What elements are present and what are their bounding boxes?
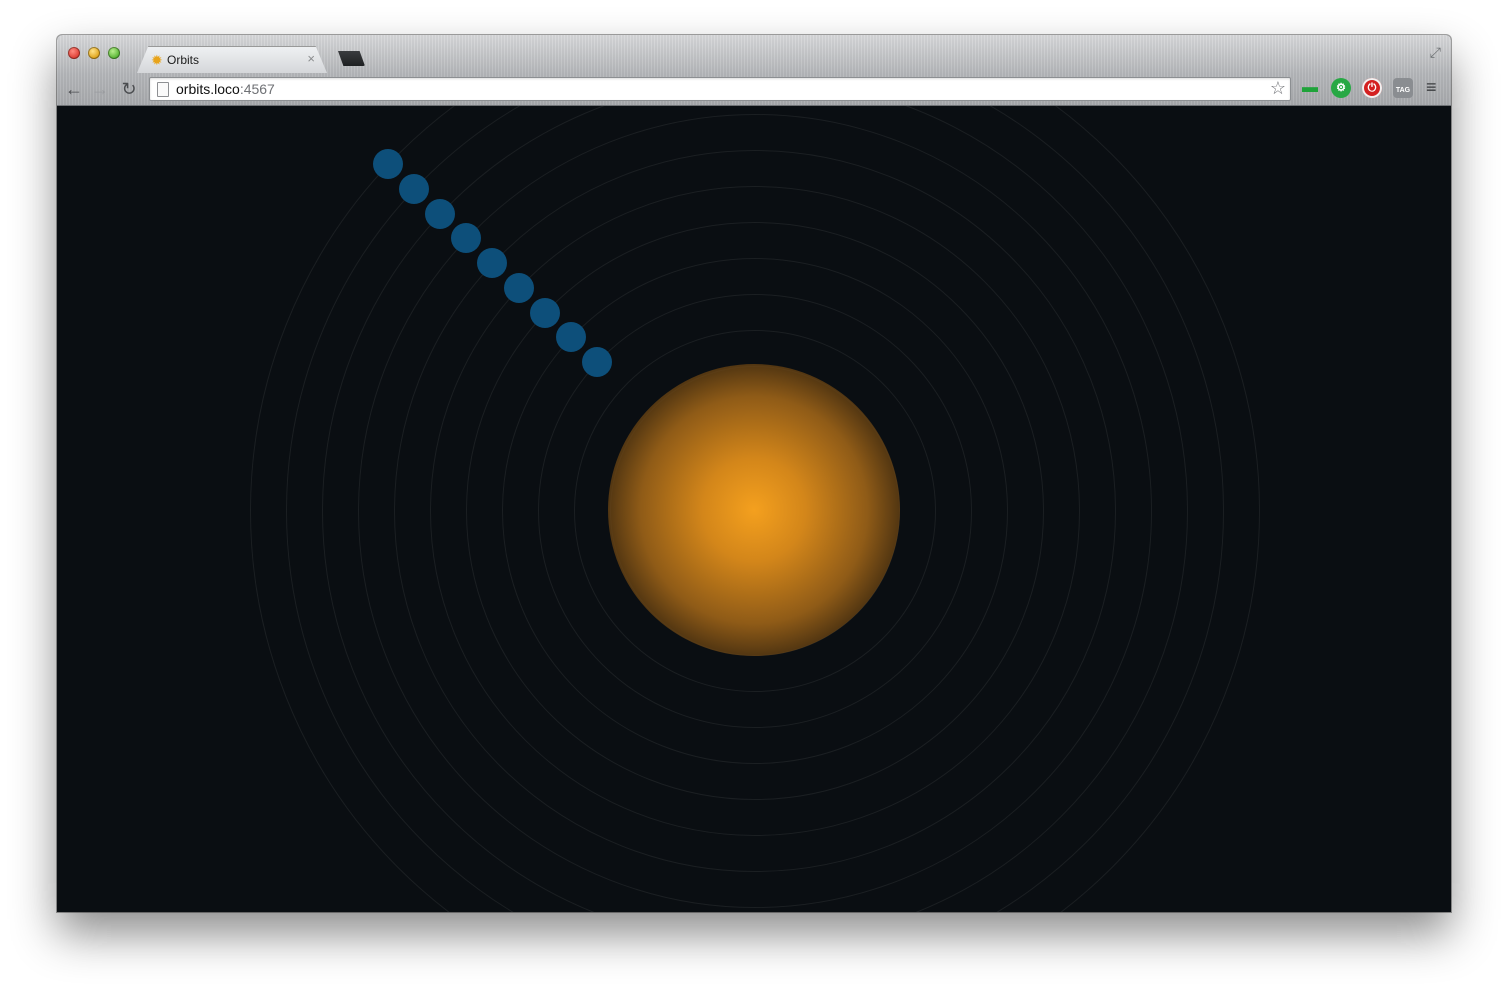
planet — [477, 248, 508, 278]
orbit-ring — [358, 114, 1152, 908]
planet — [425, 198, 456, 229]
planet — [529, 297, 560, 328]
tab-title: Orbits — [167, 53, 200, 67]
orbit-ring — [574, 330, 936, 692]
orbit-ring — [394, 150, 1116, 872]
bookmark-star-icon[interactable]: ☆ — [1269, 78, 1286, 98]
orbit-ring — [502, 258, 1008, 764]
tab-orbits[interactable]: ✹ Orbits × — [137, 46, 327, 73]
planet — [373, 149, 403, 179]
new-tab-button[interactable] — [338, 51, 365, 66]
orbit-ring — [430, 186, 1080, 836]
browser-chrome: ✹ Orbits × ⤢ ← → ↻ orbits.loco:4567 ☆ ▬ … — [57, 35, 1451, 106]
zoom-window-button[interactable] — [108, 47, 120, 59]
planet — [399, 173, 430, 204]
menu-icon[interactable]: ≡ — [1426, 77, 1437, 97]
orbit-ring — [466, 222, 1044, 800]
browser-window: ✹ Orbits × ⤢ ← → ↻ orbits.loco:4567 ☆ ▬ … — [57, 35, 1451, 912]
planet — [451, 223, 482, 254]
page-icon — [157, 82, 169, 97]
reload-icon[interactable]: ↻ — [121, 79, 137, 99]
url-text: orbits.loco:4567 — [176, 81, 275, 97]
close-tab-icon[interactable]: × — [307, 51, 315, 66]
orbit-ring — [322, 106, 1188, 912]
red-power-extension-icon[interactable]: ⏻ — [1362, 78, 1382, 98]
tag-extension-icon[interactable]: TAG — [1393, 78, 1413, 98]
planet — [581, 347, 612, 377]
green-bug-extension-icon[interactable]: ▬ — [1302, 79, 1318, 96]
orbits-canvas — [57, 106, 1451, 912]
url-host: orbits.loco — [176, 81, 240, 97]
sun-favicon-icon: ✹ — [151, 52, 163, 68]
back-arrow-icon[interactable]: ← — [65, 79, 83, 99]
planet — [555, 322, 586, 353]
orbit-ring — [250, 106, 1260, 912]
address-bar[interactable]: orbits.loco:4567 ☆ — [149, 77, 1291, 101]
close-window-button[interactable] — [68, 47, 80, 59]
forward-arrow-icon[interactable]: → — [91, 79, 109, 99]
toolbar: ← → ↻ orbits.loco:4567 ☆ ▬ ⚙ ⏻ TAG ≡ — [57, 73, 1451, 105]
minimize-window-button[interactable] — [88, 47, 100, 59]
url-port: :4567 — [239, 81, 275, 97]
fullscreen-icon[interactable]: ⤢ — [1429, 44, 1441, 60]
orbit-ring — [286, 106, 1224, 912]
orbit-ring — [538, 294, 972, 728]
sun — [608, 364, 900, 656]
planet — [503, 272, 534, 303]
green-gear-extension-icon[interactable]: ⚙ — [1331, 78, 1351, 98]
